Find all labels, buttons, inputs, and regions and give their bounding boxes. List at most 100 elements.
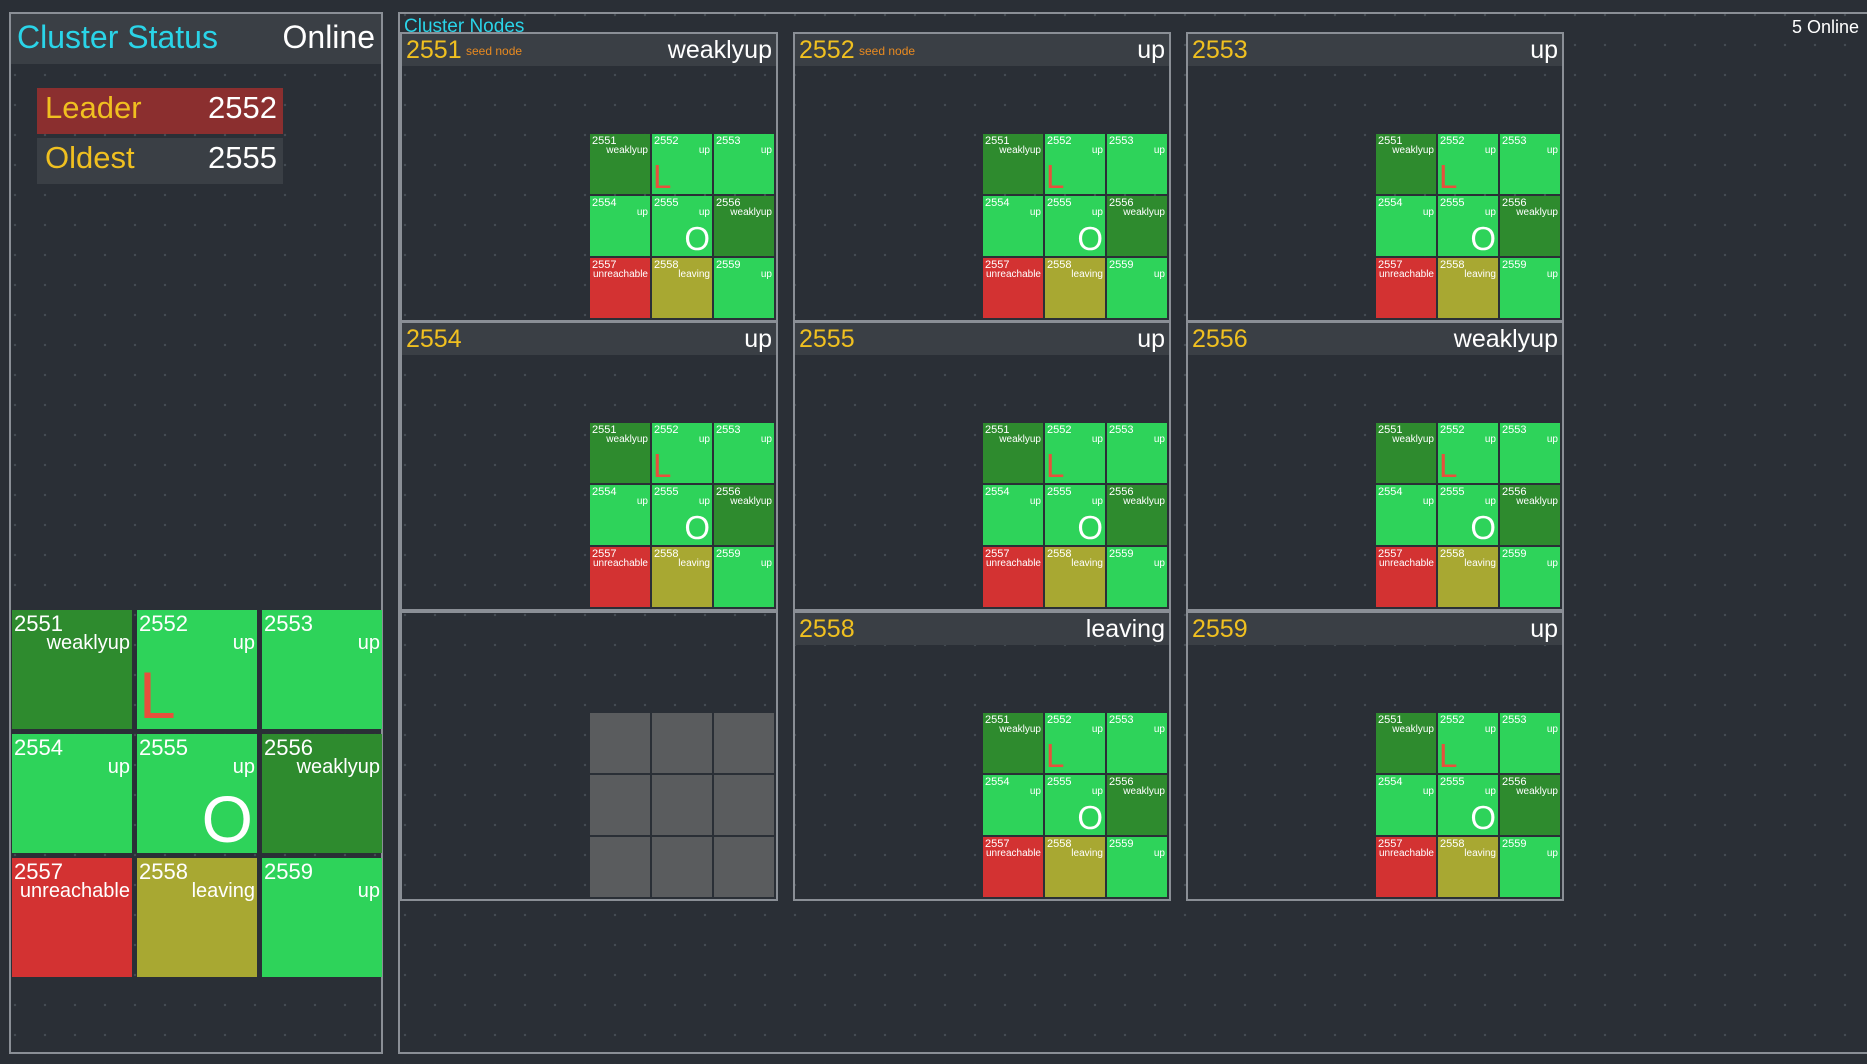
member-tile-2552[interactable]: 2552 up L [652, 134, 712, 194]
member-tile-2558[interactable]: 2558 leaving [137, 858, 257, 977]
member-tile-2556[interactable]: 2556 weaklyup [262, 734, 382, 853]
member-tile-2554[interactable]: 2554 up [12, 734, 132, 853]
member-tile-2559[interactable]: 2559 up [1107, 547, 1167, 607]
member-tile-2554[interactable]: 2554 up [590, 196, 650, 256]
member-tile-2553[interactable]: 2553 up [1500, 134, 1560, 194]
node-card-member-grid: 2551 weaklyup 2552 up L 2553 up 2554 up 2555 up O 25… [983, 713, 1169, 899]
member-tile-2551[interactable]: 2551 weaklyup [983, 423, 1043, 483]
member-tile-2556[interactable]: 2556 weaklyup [1500, 196, 1560, 256]
member-tile-2559[interactable]: 2559 up [262, 858, 382, 977]
member-tile-2551[interactable]: 2551 weaklyup [590, 423, 650, 483]
member-tile-2553[interactable]: 2553 up [1107, 423, 1167, 483]
member-tile-2558[interactable]: 2558 leaving [652, 258, 712, 318]
member-tile-2558[interactable]: 2558 leaving [1045, 258, 1105, 318]
node-card-2556[interactable]: 2556 weaklyup 2551 weaklyup 2552 up L 2553 up 255… [1186, 321, 1564, 611]
member-tile-2557[interactable]: 2557 unreachable [590, 258, 650, 318]
member-tile-2557[interactable]: 2557 unreachable [983, 258, 1043, 318]
member-tile-2552[interactable]: 2552 up L [1438, 134, 1498, 194]
member-tile-2556[interactable]: 2556 weaklyup [1107, 485, 1167, 545]
member-tile-2558[interactable]: 2558 leaving [652, 547, 712, 607]
member-id: 2559 [1109, 259, 1134, 271]
member-tile-2554[interactable]: 2554 up [983, 485, 1043, 545]
member-tile-2556[interactable]: 2556 weaklyup [1107, 196, 1167, 256]
member-tile-2553[interactable]: 2553 up [1107, 134, 1167, 194]
member-tile-2552[interactable]: 2552 up L [1045, 423, 1105, 483]
node-card-2559[interactable]: 2559 up 2551 weaklyup 2552 up L 2553 up 2554 up 255… [1186, 611, 1564, 901]
member-tile-2552[interactable]: 2552 up L [1438, 423, 1498, 483]
member-tile-2553[interactable]: 2553 up [714, 423, 774, 483]
member-status: up [1484, 145, 1496, 156]
node-card-2551[interactable]: 2551 seed node weaklyup 2551 weaklyup 2552 up L… [400, 32, 778, 322]
member-tile-2559[interactable]: 2559 up [714, 547, 774, 607]
member-tile-2557[interactable]: 2557 unreachable [590, 547, 650, 607]
member-tile-2551[interactable]: 2551 weaklyup [590, 134, 650, 194]
member-id: 2558 [654, 259, 679, 271]
member-tile-2555[interactable]: 2555 up O [137, 734, 257, 853]
member-tile-2551[interactable]: 2551 weaklyup [983, 713, 1043, 773]
member-tile-2557[interactable]: 2557 unreachable [983, 837, 1043, 897]
member-tile-2551[interactable]: 2551 weaklyup [12, 610, 132, 729]
node-card-2553[interactable]: 2553 up 2551 weaklyup 2552 up L 2553 up 2554 up 255… [1186, 32, 1564, 322]
member-tile-2552[interactable]: 2552 up L [1438, 713, 1498, 773]
member-tile-2553[interactable]: 2553 up [1500, 713, 1560, 773]
member-tile-2557[interactable]: 2557 unreachable [1376, 837, 1436, 897]
member-tile-2558[interactable]: 2558 leaving [1045, 837, 1105, 897]
member-tile-2559[interactable]: 2559 up [1500, 547, 1560, 607]
member-tile-2559[interactable]: 2559 up [1500, 258, 1560, 318]
member-tile-2554[interactable]: 2554 up [1376, 485, 1436, 545]
member-tile-2551[interactable]: 2551 weaklyup [1376, 713, 1436, 773]
member-tile-2558[interactable]: 2558 leaving [1438, 258, 1498, 318]
member-id: 2555 [1047, 776, 1072, 788]
member-tile-2555[interactable]: 2555 up O [1045, 196, 1105, 256]
member-tile-2558[interactable]: 2558 leaving [1438, 837, 1498, 897]
member-tile-2555[interactable]: 2555 up O [1045, 775, 1105, 835]
member-tile-2555[interactable]: 2555 up O [652, 196, 712, 256]
member-tile-2556[interactable]: 2556 weaklyup [1107, 775, 1167, 835]
node-card-2552[interactable]: 2552 seed node up 2551 weaklyup 2552 up L 2553 up… [793, 32, 1171, 322]
member-tile-2555[interactable]: 2555 up O [652, 485, 712, 545]
member-tile-2557[interactable]: 2557 unreachable [983, 547, 1043, 607]
member-tile-2556[interactable]: 2556 weaklyup [1500, 485, 1560, 545]
member-tile-2559[interactable]: 2559 up [714, 258, 774, 318]
member-tile-2557[interactable]: 2557 unreachable [1376, 547, 1436, 607]
member-tile-2551[interactable]: 2551 weaklyup [1376, 134, 1436, 194]
member-tile-2559[interactable]: 2559 up [1107, 258, 1167, 318]
member-tile-2558[interactable]: 2558 leaving [1045, 547, 1105, 607]
member-tile-2553[interactable]: 2553 up [714, 134, 774, 194]
member-tile-2556[interactable]: 2556 weaklyup [714, 485, 774, 545]
member-tile-2555[interactable]: 2555 up O [1045, 485, 1105, 545]
member-tile-2554[interactable]: 2554 up [1376, 775, 1436, 835]
node-card-2555[interactable]: 2555 up 2551 weaklyup 2552 up L 2553 up 2554 up 255… [793, 321, 1171, 611]
member-tile-2553[interactable]: 2553 up [1500, 423, 1560, 483]
member-tile-2558[interactable]: 2558 leaving [1438, 547, 1498, 607]
member-tile-2555[interactable]: 2555 up O [1438, 775, 1498, 835]
member-tile-2554[interactable]: 2554 up [983, 775, 1043, 835]
member-tile-2556[interactable]: 2556 weaklyup [1500, 775, 1560, 835]
node-card-2554[interactable]: 2554 up 2551 weaklyup 2552 up L 2553 up 2554 up 255… [400, 321, 778, 611]
member-tile-2554[interactable]: 2554 up [1376, 196, 1436, 256]
member-tile-2554[interactable]: 2554 up [983, 196, 1043, 256]
member-tile-2556[interactable]: 2556 weaklyup [714, 196, 774, 256]
member-tile-2559[interactable]: 2559 up [1107, 837, 1167, 897]
cluster-state-label: Online [282, 19, 376, 55]
member-tile-2553[interactable]: 2553 up [1107, 713, 1167, 773]
member-tile-2553[interactable]: 2553 up [262, 610, 382, 729]
node-card-2558[interactable]: 2558 leaving 2551 weaklyup 2552 up L 2553 up 2554… [793, 611, 1171, 901]
member-tile-2552[interactable]: 2552 up L [137, 610, 257, 729]
member-tile-2559[interactable]: 2559 up [1500, 837, 1560, 897]
member-id: 2559 [1109, 838, 1134, 850]
member-id: 2555 [1440, 776, 1465, 788]
member-tile-2552[interactable]: 2552 up L [1045, 134, 1105, 194]
member-tile-2551[interactable]: 2551 weaklyup [983, 134, 1043, 194]
node-card-member-grid: 2551 weaklyup 2552 up L 2553 up 2554 up 2555 up O 25… [1376, 134, 1562, 320]
member-tile-2551[interactable]: 2551 weaklyup [1376, 423, 1436, 483]
member-tile-2552[interactable]: 2552 up L [652, 423, 712, 483]
member-tile-2557[interactable]: 2557 unreachable [12, 858, 132, 977]
member-tile-2557[interactable]: 2557 unreachable [1376, 258, 1436, 318]
member-tile-2555[interactable]: 2555 up O [1438, 196, 1498, 256]
member-status: up [1153, 848, 1165, 859]
member-tile-2552[interactable]: 2552 up L [1045, 713, 1105, 773]
member-tile-2554[interactable]: 2554 up [590, 485, 650, 545]
member-tile-2555[interactable]: 2555 up O [1438, 485, 1498, 545]
node-card-empty[interactable] [400, 611, 778, 901]
